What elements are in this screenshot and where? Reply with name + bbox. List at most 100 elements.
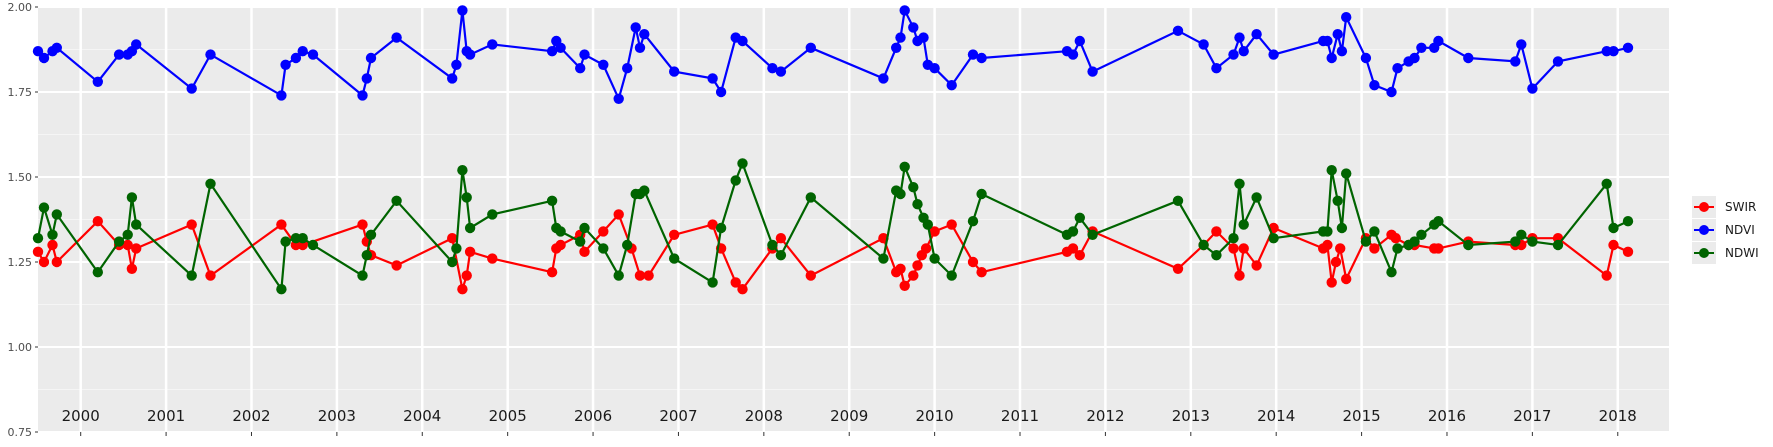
- data-point: [51, 42, 62, 53]
- data-point: [976, 52, 987, 64]
- data-point: [464, 222, 476, 234]
- data-point: [805, 192, 816, 203]
- data-point: [598, 59, 609, 70]
- data-point: [457, 5, 468, 16]
- series-layer: [32, 5, 1634, 295]
- year-label: 2006: [574, 407, 612, 425]
- data-point: [464, 246, 476, 257]
- data-point: [447, 256, 458, 268]
- data-point: [929, 226, 940, 237]
- data-point: [1409, 52, 1420, 64]
- data-point: [451, 243, 462, 254]
- y-tick-label: 1.75: [8, 86, 33, 99]
- data-point: [1336, 46, 1348, 57]
- data-point: [1608, 239, 1619, 251]
- grid-layer: [38, 6, 1669, 433]
- data-point: [461, 270, 472, 281]
- y-tick-label: 0.75: [8, 426, 33, 439]
- data-point: [357, 270, 368, 281]
- data-point: [357, 90, 368, 101]
- data-point: [307, 239, 319, 251]
- data-point: [290, 52, 302, 64]
- data-point: [92, 267, 104, 278]
- data-point: [1433, 216, 1444, 227]
- data-point: [767, 239, 778, 251]
- data-point: [1409, 236, 1420, 247]
- data-point: [1601, 270, 1612, 281]
- data-point: [92, 76, 104, 88]
- data-point: [912, 260, 923, 271]
- data-point: [1608, 222, 1619, 234]
- legend-label: SWIR: [1725, 200, 1756, 214]
- data-point: [131, 39, 142, 50]
- data-point: [1463, 52, 1474, 64]
- data-point: [1067, 243, 1079, 254]
- data-point: [391, 195, 402, 206]
- data-point: [575, 236, 586, 247]
- year-label: 2002: [232, 407, 270, 425]
- data-point: [737, 35, 748, 47]
- data-point: [976, 267, 987, 278]
- data-point: [775, 66, 787, 77]
- data-point: [899, 280, 910, 291]
- data-point: [908, 270, 919, 281]
- data-point: [1332, 195, 1343, 206]
- data-point: [1622, 216, 1634, 227]
- data-point: [51, 256, 62, 268]
- data-point: [1172, 25, 1184, 36]
- data-point: [1341, 168, 1352, 179]
- y-tick-label: 1.50: [8, 171, 33, 184]
- data-point: [1238, 46, 1249, 57]
- year-label: 2008: [745, 407, 783, 425]
- data-point: [1228, 233, 1239, 244]
- legend-label: NDVI: [1725, 223, 1755, 237]
- data-point: [1369, 80, 1380, 91]
- data-point: [546, 267, 558, 278]
- data-point: [669, 229, 680, 240]
- data-point: [1074, 250, 1086, 261]
- year-label: 2005: [489, 407, 527, 425]
- axis-layer: 0.75 1.00 1.25 1.50 1.75 2.00 2000 2001 2002 2003…: [8, 1, 1637, 439]
- year-label: 2001: [147, 407, 185, 425]
- data-point: [276, 284, 287, 295]
- data-point: [598, 243, 609, 254]
- data-point: [613, 209, 624, 220]
- data-point: [280, 59, 291, 70]
- data-point: [1251, 192, 1262, 203]
- data-point: [1510, 236, 1521, 247]
- data-point: [1211, 226, 1222, 237]
- data-point: [737, 158, 748, 169]
- y-tick-label: 1.25: [8, 256, 33, 269]
- data-point: [1211, 250, 1222, 261]
- data-point: [707, 277, 718, 288]
- data-point: [357, 219, 368, 230]
- year-label: 2015: [1342, 407, 1380, 425]
- data-point: [361, 250, 372, 261]
- data-point: [32, 246, 44, 257]
- data-point: [579, 246, 590, 257]
- data-point: [730, 175, 741, 186]
- data-point: [1326, 52, 1337, 64]
- data-point: [1074, 35, 1086, 47]
- year-label: 2010: [916, 407, 954, 425]
- data-point: [555, 42, 566, 53]
- data-point: [1074, 212, 1086, 223]
- data-point: [47, 239, 58, 251]
- data-point: [579, 49, 590, 60]
- data-point: [1330, 256, 1342, 268]
- data-point: [976, 188, 987, 200]
- legend-key-point: [1699, 202, 1709, 212]
- data-point: [775, 233, 787, 244]
- year-label: 2007: [659, 407, 697, 425]
- data-point: [737, 284, 748, 295]
- data-point: [276, 219, 287, 230]
- data-point: [1516, 39, 1527, 50]
- data-point: [767, 62, 778, 74]
- data-point: [113, 49, 125, 60]
- year-label: 2018: [1599, 407, 1637, 425]
- data-point: [622, 62, 633, 74]
- data-point: [1527, 236, 1538, 247]
- data-point: [775, 250, 787, 261]
- data-point: [715, 86, 727, 98]
- data-point: [307, 49, 319, 60]
